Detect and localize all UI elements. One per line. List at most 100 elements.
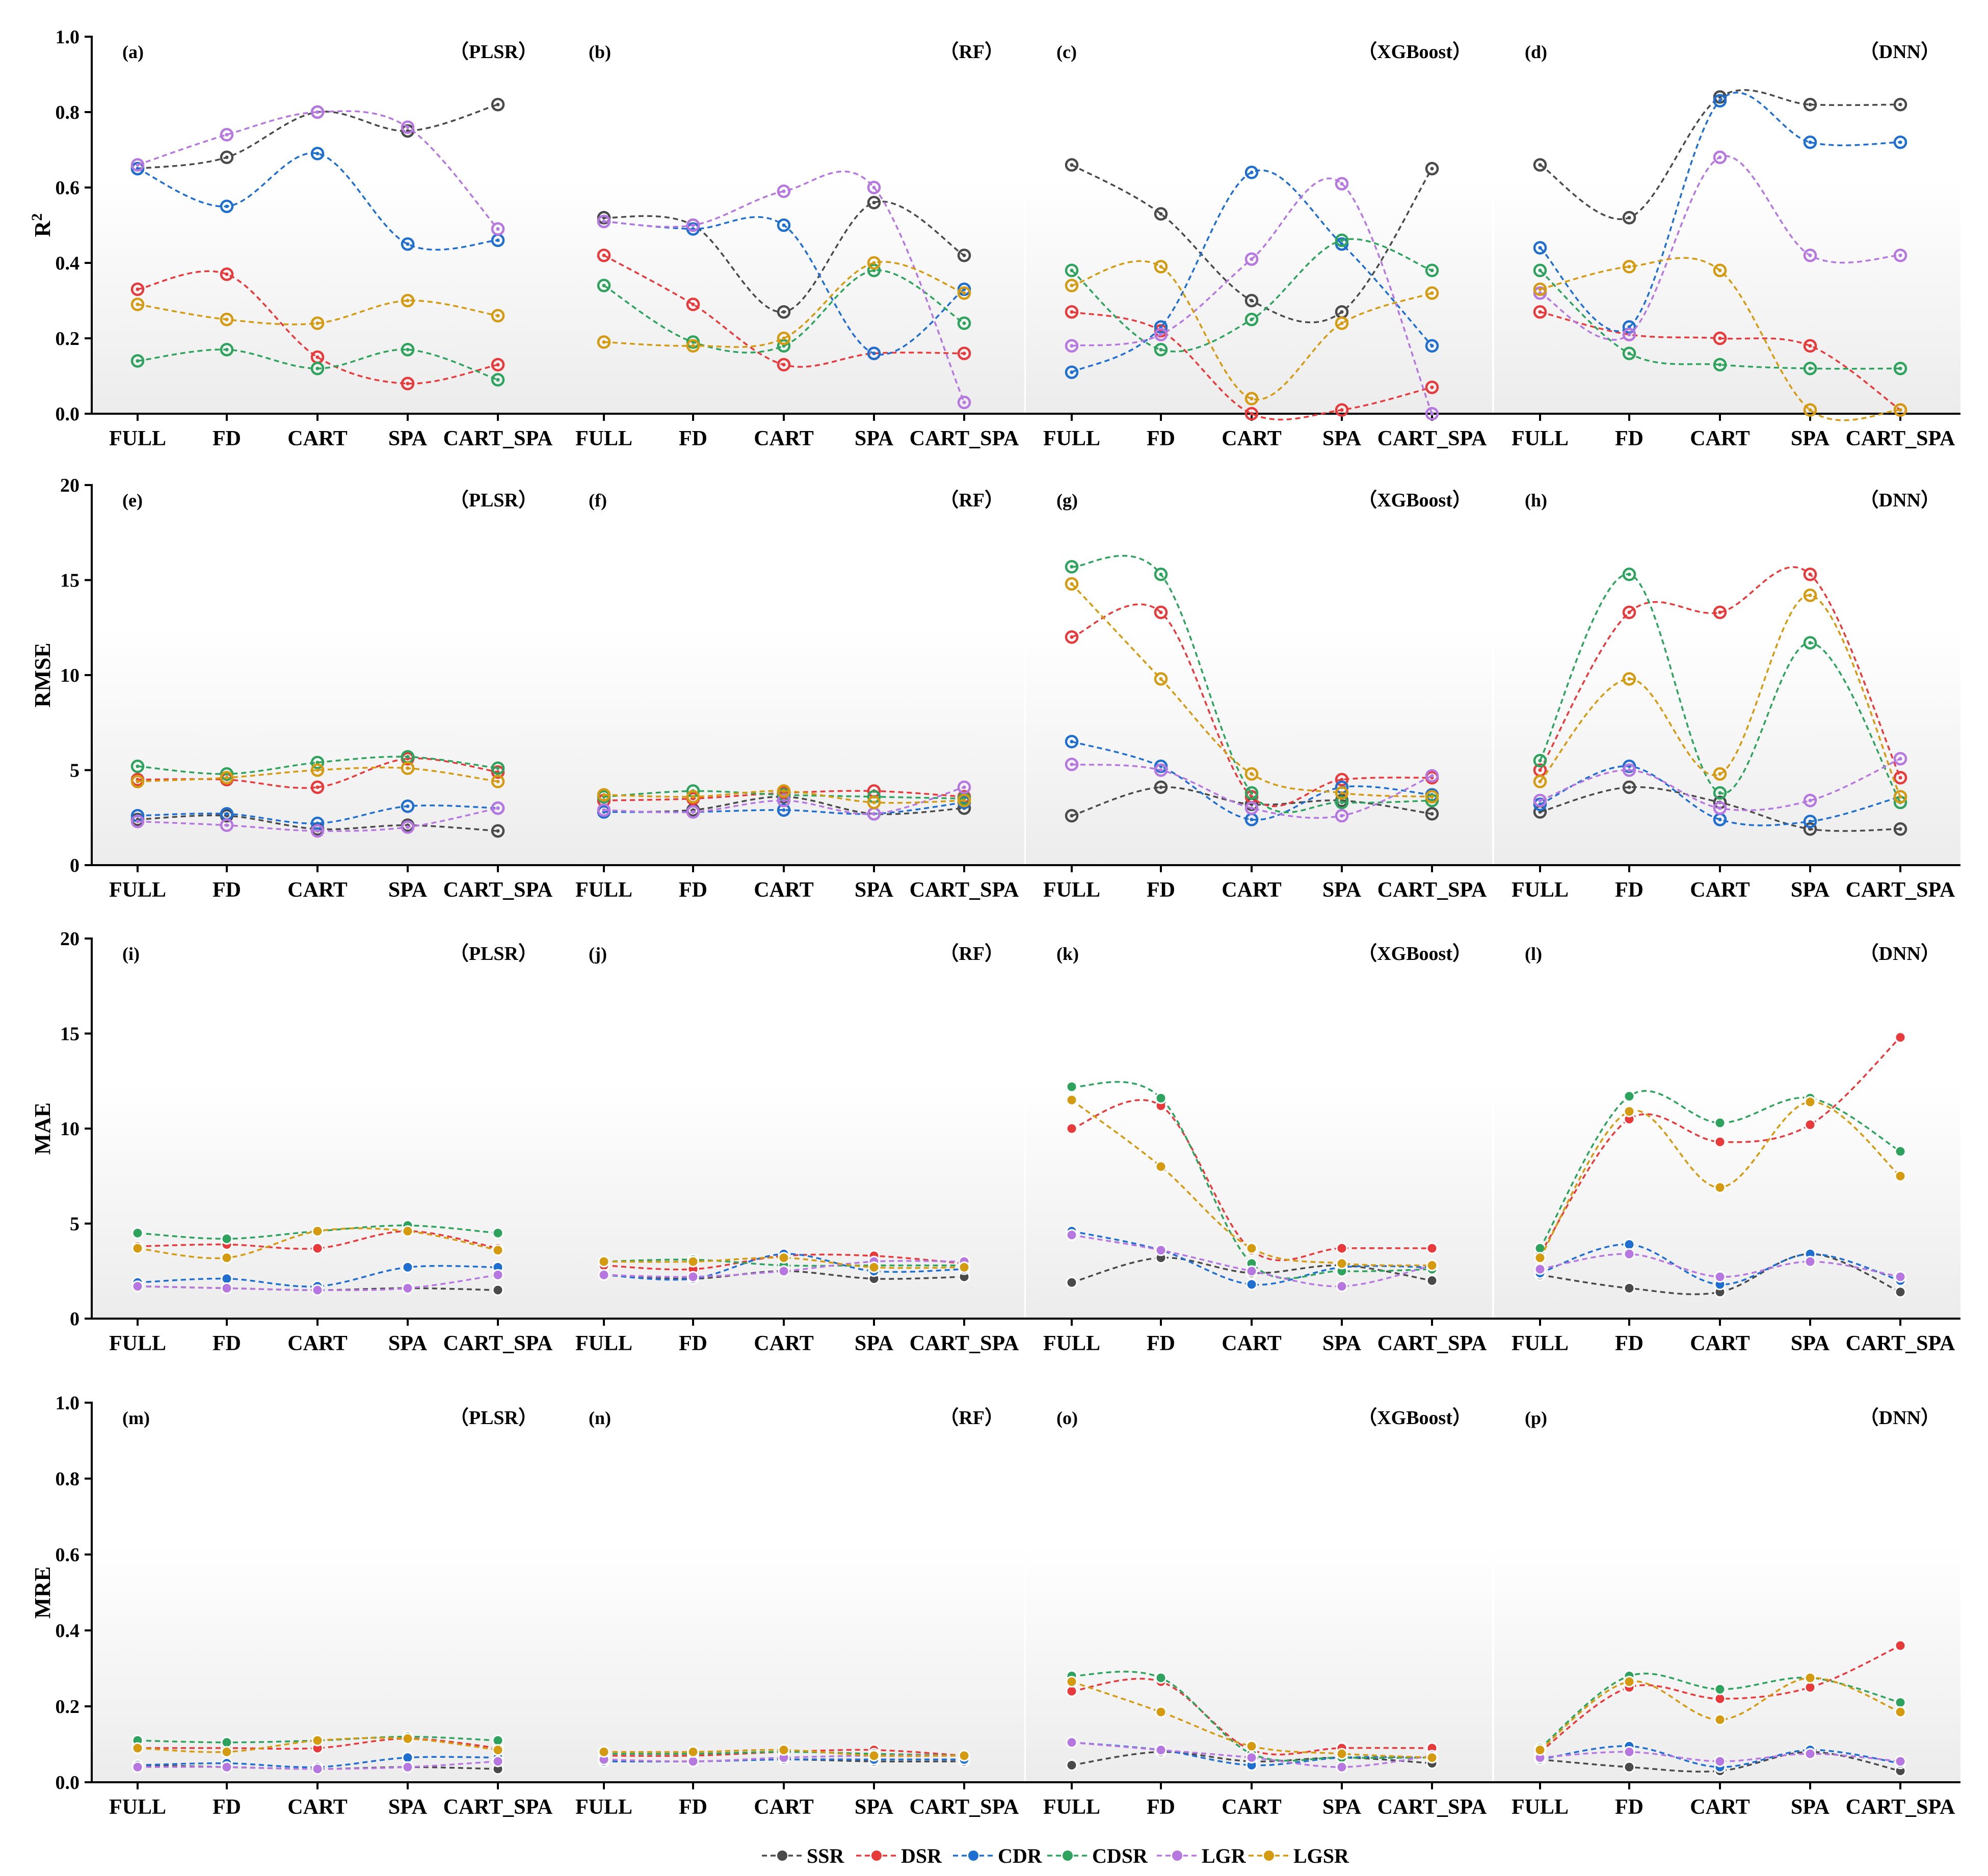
data-point-cdr xyxy=(1245,1278,1258,1291)
data-point-center-lgsr xyxy=(691,344,695,348)
data-point-center-lgr xyxy=(225,132,229,137)
data-point-center-dsr xyxy=(691,302,695,306)
series-line-dsr xyxy=(1071,1678,1433,1756)
data-point-cdsr xyxy=(220,342,234,357)
y-tick-label: 0.2 xyxy=(56,1696,80,1718)
data-point-lgr xyxy=(778,1265,790,1277)
y-tick-label: 5 xyxy=(70,760,79,782)
data-point-dsr xyxy=(1714,1693,1726,1705)
data-point-center-lgr xyxy=(1250,806,1254,810)
legend-item-lgr: LGR xyxy=(1157,1844,1247,1867)
y-tick-label: 20 xyxy=(60,475,79,496)
data-point-center-lgr xyxy=(315,829,320,833)
data-point-cdsr xyxy=(401,342,415,357)
y-axis-title: RMSE xyxy=(30,642,55,707)
data-point-center-dsr xyxy=(1070,310,1074,314)
data-point-center-lgsr xyxy=(1159,677,1163,681)
data-point-lgr xyxy=(402,1761,414,1773)
data-point-center-lgsr xyxy=(1070,582,1074,586)
data-point-cdsr xyxy=(492,1227,504,1239)
data-point-ssr xyxy=(1893,97,1907,112)
data-point-center-lgr xyxy=(1340,814,1344,818)
x-tick-label: CART_SPA xyxy=(1846,1795,1955,1819)
y-tick-label: 20 xyxy=(60,928,79,950)
series-line-lgr xyxy=(1071,763,1433,819)
data-point-ssr xyxy=(1623,1282,1635,1294)
data-point-center-cdsr xyxy=(1538,759,1542,763)
data-point-lgsr xyxy=(310,763,325,777)
y-tick-label: 0.2 xyxy=(56,328,80,350)
data-point-lgsr xyxy=(1893,403,1907,417)
x-tick-label: FD xyxy=(213,878,241,902)
data-point-lgsr xyxy=(598,1255,610,1268)
data-point-center-lgsr xyxy=(496,780,500,784)
data-point-center-cdsr xyxy=(1627,352,1631,356)
data-point-lgsr xyxy=(597,335,611,349)
data-point-cdr xyxy=(1065,735,1079,748)
x-tick-label: SPA xyxy=(1322,1795,1362,1819)
data-point-center-lgr xyxy=(1070,344,1074,348)
data-point-center-ssr xyxy=(1070,163,1074,167)
data-point-center-ssr xyxy=(1430,167,1434,171)
data-point-lgsr xyxy=(1803,588,1817,602)
data-point-cdr xyxy=(1803,135,1817,149)
x-tick-label: CART_SPA xyxy=(1846,878,1955,902)
series-line-lgsr xyxy=(1071,260,1433,400)
x-tick-label: SPA xyxy=(1322,878,1362,902)
y-tick-label: 10 xyxy=(60,1118,79,1140)
data-point-ssr xyxy=(1244,293,1259,308)
series-line-cdsr xyxy=(1071,1081,1433,1279)
x-tick-label: SPA xyxy=(855,427,894,450)
data-point-center-cdr xyxy=(1718,817,1722,821)
data-point-center-cdr xyxy=(1070,740,1074,744)
series-line-cdr xyxy=(1539,92,1901,332)
panel-label: (j) xyxy=(589,944,607,964)
data-point-lgr xyxy=(491,801,505,815)
data-point-center-dsr xyxy=(1898,775,1902,780)
data-point-lgr xyxy=(1804,1748,1816,1760)
data-point-center-lgsr xyxy=(406,299,410,303)
data-point-cdsr xyxy=(1534,1242,1546,1254)
data-point-cdsr xyxy=(310,756,325,769)
data-point-dsr xyxy=(1066,1122,1078,1135)
data-point-ssr xyxy=(1154,207,1168,221)
data-point-center-lgr xyxy=(782,189,786,193)
x-tick-label: CART xyxy=(1222,1332,1282,1355)
data-point-lgr xyxy=(1425,769,1439,783)
panel-background xyxy=(1494,119,1960,414)
y-axis-title-superscript: 2 xyxy=(29,213,45,221)
data-point-ssr xyxy=(867,196,881,209)
data-point-center-ssr xyxy=(1538,810,1542,814)
data-point-lgr xyxy=(401,120,415,134)
series-line-dsr xyxy=(1071,1099,1433,1262)
data-point-lgsr xyxy=(131,1742,144,1754)
data-point-cdr xyxy=(1622,759,1636,773)
data-point-dsr xyxy=(1244,407,1259,421)
data-point-center-lgsr xyxy=(1718,269,1722,273)
y-tick-label: 5 xyxy=(70,1214,79,1235)
panel-c: (c) （XGBoost） FULL FD CART SPA CART_SPA xyxy=(1043,41,1487,450)
data-point-lgr xyxy=(1065,339,1079,353)
data-point-cdsr xyxy=(1425,793,1439,808)
data-point-cdsr xyxy=(1335,233,1349,247)
series-line-cdsr xyxy=(1539,1090,1901,1249)
data-point-ssr xyxy=(597,210,611,225)
data-point-lgr xyxy=(130,814,145,828)
data-point-cdr xyxy=(1803,814,1817,828)
data-point-lgr xyxy=(131,1761,144,1773)
data-point-lgsr xyxy=(1804,1672,1816,1684)
series-line-cdr xyxy=(137,805,498,824)
data-point-lgr xyxy=(1244,252,1259,266)
data-point-center-ssr xyxy=(1070,814,1074,818)
data-point-lgr xyxy=(597,215,611,228)
panel-k: (k) （XGBoost） FULL FD CART SPA CART_SPA xyxy=(1043,943,1487,1355)
data-point-ssr xyxy=(1622,210,1636,225)
data-point-center-lgr xyxy=(1070,762,1074,766)
data-point-lgr xyxy=(1154,328,1168,341)
panel-background xyxy=(92,1486,558,1782)
series-line-cdr xyxy=(137,1265,498,1288)
x-tick-label: SPA xyxy=(388,1332,428,1355)
data-point-lgsr xyxy=(1154,672,1168,686)
data-point-dsr xyxy=(1426,1242,1438,1254)
panel-label: (b) xyxy=(589,42,611,62)
